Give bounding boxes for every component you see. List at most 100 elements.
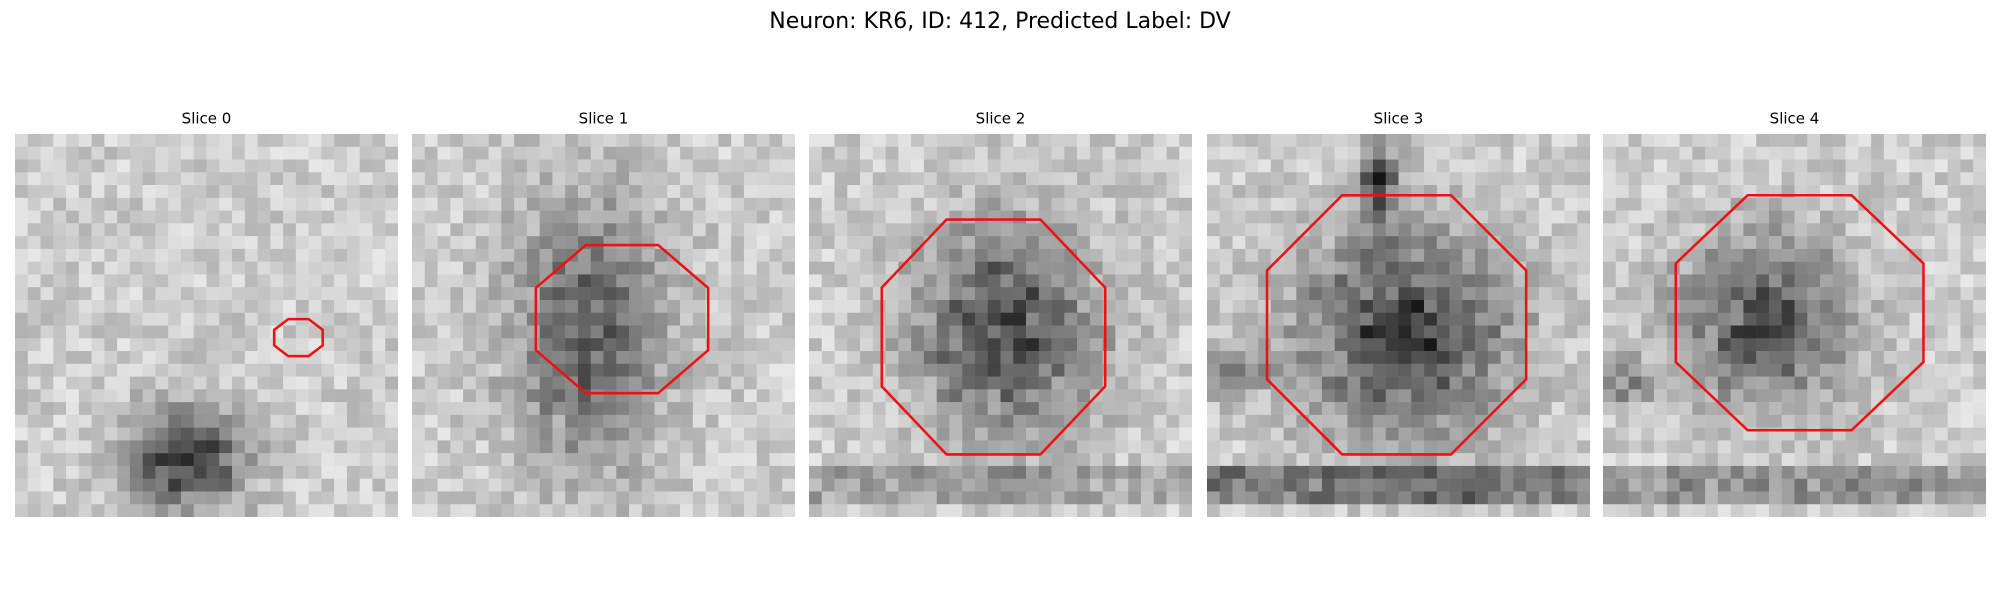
pixel bbox=[1603, 236, 1617, 250]
pixel bbox=[463, 453, 477, 467]
pixel bbox=[1654, 389, 1668, 403]
pixel bbox=[1628, 389, 1642, 403]
pixel bbox=[1296, 504, 1310, 517]
pixel bbox=[847, 248, 861, 262]
pixel bbox=[1321, 197, 1335, 211]
pixel bbox=[809, 274, 823, 288]
pixel bbox=[1270, 338, 1284, 352]
pixel bbox=[974, 351, 988, 365]
pixel bbox=[987, 159, 1001, 173]
pixel bbox=[385, 261, 398, 275]
pixel bbox=[1232, 185, 1246, 199]
pixel bbox=[1411, 248, 1425, 262]
pixel bbox=[1309, 299, 1323, 313]
pixel bbox=[769, 134, 783, 148]
pixel bbox=[450, 376, 464, 390]
pixel bbox=[860, 465, 874, 479]
pixel bbox=[514, 427, 528, 441]
pixel bbox=[1077, 453, 1091, 467]
pixel bbox=[193, 453, 207, 467]
pixel bbox=[641, 453, 655, 467]
pixel bbox=[821, 427, 835, 441]
pixel bbox=[321, 248, 335, 262]
pixel bbox=[1475, 134, 1489, 148]
pixel bbox=[718, 389, 732, 403]
pixel bbox=[1883, 197, 1897, 211]
pixel bbox=[1679, 478, 1693, 492]
pixel bbox=[1513, 414, 1527, 428]
pixel bbox=[1347, 504, 1361, 517]
pixel bbox=[270, 389, 284, 403]
pixel bbox=[834, 363, 848, 377]
pixel bbox=[1038, 440, 1052, 454]
pixel bbox=[1385, 325, 1399, 339]
pixel bbox=[949, 440, 963, 454]
pixel bbox=[1692, 185, 1706, 199]
pixel bbox=[1166, 414, 1180, 428]
pixel bbox=[667, 478, 681, 492]
pixel bbox=[641, 287, 655, 301]
pixel bbox=[565, 185, 579, 199]
pixel bbox=[1372, 338, 1386, 352]
pixel bbox=[1551, 491, 1565, 505]
pixel bbox=[129, 248, 143, 262]
pixel bbox=[1768, 248, 1782, 262]
pixel bbox=[1283, 172, 1297, 186]
pixel bbox=[475, 197, 489, 211]
pixel bbox=[1615, 440, 1629, 454]
pixel bbox=[1179, 351, 1192, 365]
pixel bbox=[539, 478, 553, 492]
pixel bbox=[743, 159, 757, 173]
pixel bbox=[129, 261, 143, 275]
pixel bbox=[769, 414, 783, 428]
pixel bbox=[1768, 134, 1782, 148]
pixel bbox=[1038, 414, 1052, 428]
pixel bbox=[1832, 491, 1846, 505]
pixel bbox=[692, 465, 706, 479]
pixel bbox=[193, 159, 207, 173]
pixel bbox=[193, 376, 207, 390]
pixel bbox=[1973, 236, 1986, 250]
pixel bbox=[1219, 172, 1233, 186]
pixel bbox=[1679, 197, 1693, 211]
pixel bbox=[1462, 223, 1476, 237]
pixel bbox=[1462, 134, 1476, 148]
pixel bbox=[885, 414, 899, 428]
pixel bbox=[53, 223, 67, 237]
pixel bbox=[1013, 236, 1027, 250]
pixel bbox=[552, 504, 566, 517]
pixel bbox=[117, 274, 131, 288]
pixel bbox=[206, 210, 220, 224]
pixel bbox=[1051, 197, 1065, 211]
pixel bbox=[206, 146, 220, 160]
pixel bbox=[463, 185, 477, 199]
pixel bbox=[590, 338, 604, 352]
pixel bbox=[1166, 299, 1180, 313]
pixel bbox=[911, 389, 925, 403]
pixel bbox=[1564, 274, 1578, 288]
pixel bbox=[821, 414, 835, 428]
pixel bbox=[847, 325, 861, 339]
pixel bbox=[257, 223, 271, 237]
pixel bbox=[1551, 223, 1565, 237]
pixel bbox=[295, 453, 309, 467]
pixel bbox=[872, 159, 886, 173]
pixel bbox=[334, 287, 348, 301]
pixel bbox=[577, 299, 591, 313]
pixel bbox=[1973, 146, 1986, 160]
pixel bbox=[1411, 299, 1425, 313]
pixel bbox=[1666, 248, 1680, 262]
pixel bbox=[1896, 414, 1910, 428]
pixel bbox=[308, 172, 322, 186]
pixel bbox=[1641, 363, 1655, 377]
pixel bbox=[1883, 363, 1897, 377]
pixel bbox=[629, 465, 643, 479]
pixel bbox=[168, 261, 182, 275]
pixel bbox=[847, 338, 861, 352]
pixel bbox=[603, 440, 617, 454]
pixel bbox=[1679, 185, 1693, 199]
pixel bbox=[1026, 478, 1040, 492]
pixel bbox=[53, 159, 67, 173]
pixel bbox=[372, 134, 386, 148]
pixel bbox=[1513, 351, 1527, 365]
